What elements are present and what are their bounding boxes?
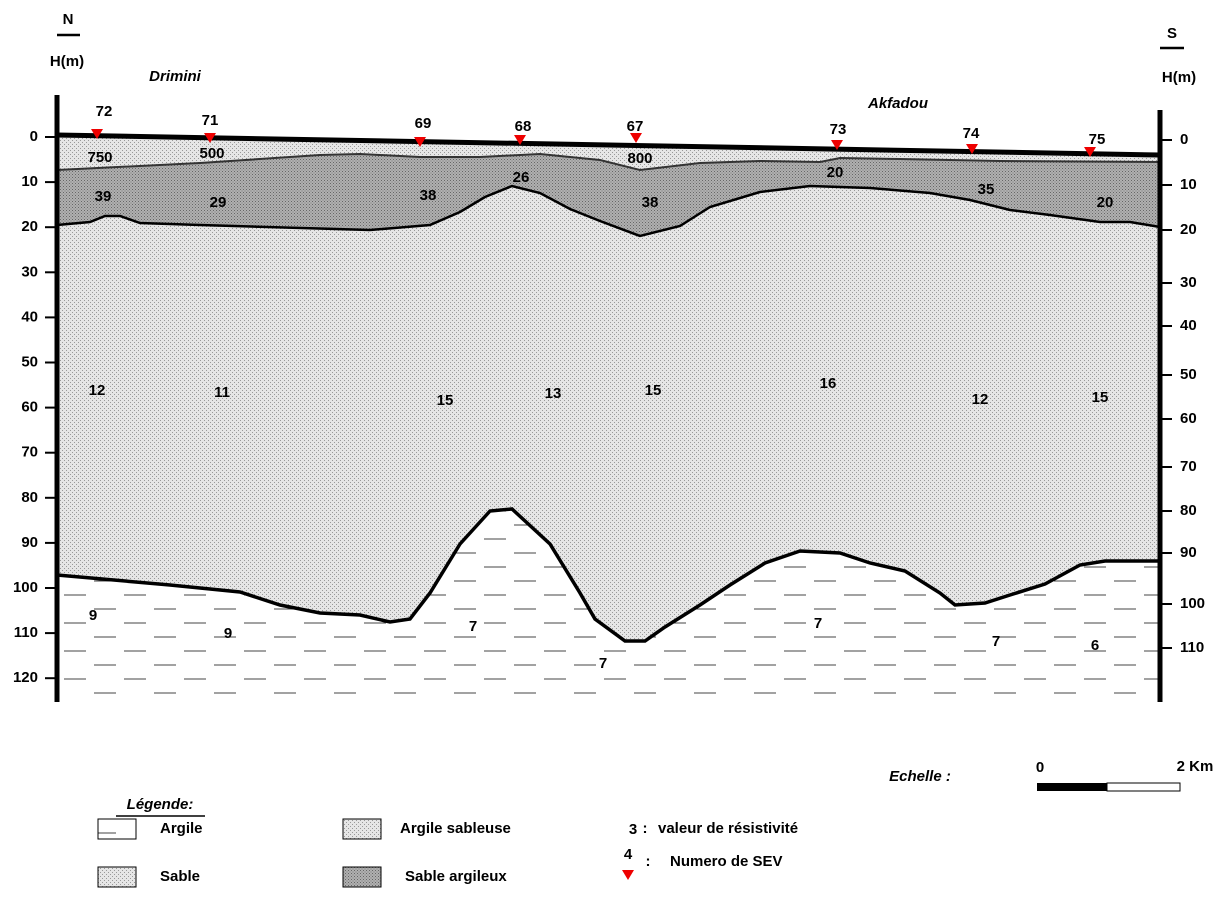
resistivity-value: 20 <box>827 164 844 181</box>
legend-label: valeur de résistivité <box>658 820 798 837</box>
y-tick-label: 20 <box>1180 221 1197 238</box>
resistivity-value: 38 <box>420 187 437 204</box>
y-tick-label: 0 <box>30 128 38 145</box>
sev-marker <box>630 133 642 143</box>
resistivity-value: 500 <box>199 145 224 162</box>
y-tick-label: 30 <box>1180 274 1197 291</box>
sev-number: 71 <box>202 112 219 129</box>
sev-number: 73 <box>830 121 847 138</box>
legend-swatch <box>343 819 381 839</box>
legend-symbol: 3 <box>629 821 637 838</box>
resistivity-value: 12 <box>89 382 106 399</box>
sev-number: 75 <box>1089 131 1106 148</box>
y-tick-label: 0 <box>1180 131 1188 148</box>
y-tick-label: 70 <box>21 444 38 461</box>
south-label: S <box>1167 25 1177 42</box>
resistivity-value: 16 <box>820 375 837 392</box>
legend-label: Sable argileux <box>405 868 507 885</box>
y-tick-label: 50 <box>1180 366 1197 383</box>
resistivity-value: 29 <box>210 194 227 211</box>
resistivity-value: 750 <box>87 149 112 166</box>
y-tick-label: 60 <box>21 399 38 416</box>
resistivity-value: 13 <box>545 385 562 402</box>
resistivity-value: 26 <box>513 169 530 186</box>
y-tick-label: 110 <box>1180 639 1204 656</box>
resistivity-value: 7 <box>992 633 1000 650</box>
north-label: N <box>63 11 74 28</box>
scale-bar <box>1107 783 1180 791</box>
y-tick-label: 80 <box>1180 502 1197 519</box>
y-tick-label: 80 <box>21 489 38 506</box>
resistivity-value: 6 <box>1091 637 1099 654</box>
sev-marker <box>622 870 634 880</box>
legend-label: Argile <box>160 820 203 837</box>
resistivity-value: 20 <box>1097 194 1114 211</box>
y-tick-label: 40 <box>1180 317 1197 334</box>
y-tick-label: 10 <box>21 173 38 190</box>
legend-label: Argile sableuse <box>400 820 511 837</box>
y-tick-label: 90 <box>21 534 38 551</box>
resistivity-value: 39 <box>95 188 112 205</box>
y-tick-label: 10 <box>1180 176 1197 193</box>
resistivity-value: 11 <box>214 384 230 401</box>
y-tick-label: 100 <box>13 579 38 596</box>
y-tick-label: 120 <box>13 669 38 686</box>
scale-bar <box>1037 783 1107 791</box>
y-tick-label: 40 <box>21 308 38 325</box>
scale-title: Echelle : <box>889 768 951 785</box>
legend-title: Légende: <box>127 796 194 813</box>
legend-separator: : <box>643 820 648 837</box>
legend-swatch <box>343 867 381 887</box>
y-tick-label: 30 <box>21 263 38 280</box>
y-tick-label: 90 <box>1180 544 1197 561</box>
resistivity-value: 15 <box>1092 389 1109 406</box>
place-label: Akfadou <box>867 95 928 112</box>
legend-separator: : <box>646 853 651 870</box>
resistivity-value: 7 <box>814 615 822 632</box>
legend-swatch <box>98 867 136 887</box>
resistivity-value: 38 <box>642 194 659 211</box>
y-tick-label: 100 <box>1180 595 1205 612</box>
resistivity-value: 7 <box>599 655 607 672</box>
argile-sableuse-layer <box>57 186 1160 641</box>
legend-swatch <box>98 819 136 839</box>
y-tick-label: 50 <box>21 353 38 370</box>
scale-label: 2 Km <box>1177 758 1214 775</box>
sev-number: 72 <box>96 103 113 120</box>
place-label: Drimini <box>149 68 202 85</box>
y-tick-label: 20 <box>21 218 38 235</box>
y-tick-label: 70 <box>1180 458 1197 475</box>
resistivity-value: 7 <box>469 618 477 635</box>
sev-number: 69 <box>415 115 432 132</box>
legend-label: Sable <box>160 868 200 885</box>
resistivity-value: 35 <box>978 181 995 198</box>
sev-number: 68 <box>515 118 532 135</box>
scale-label: 0 <box>1036 759 1044 776</box>
resistivity-value: 9 <box>89 607 97 624</box>
legend-label: Numero de SEV <box>670 853 783 870</box>
resistivity-value: 15 <box>437 392 454 409</box>
cross-section: NSH(m)H(m)DriminiAkfadou0102030405060708… <box>0 0 1226 913</box>
y-tick-label: 110 <box>14 624 38 641</box>
resistivity-value: 15 <box>645 382 662 399</box>
axis-label: H(m) <box>1162 69 1196 86</box>
y-tick-label: 60 <box>1180 410 1197 427</box>
sev-number: 67 <box>627 118 644 135</box>
axis-label: H(m) <box>50 53 84 70</box>
legend-symbol: 4 <box>624 846 633 863</box>
resistivity-value: 9 <box>224 625 232 642</box>
resistivity-value: 12 <box>972 391 989 408</box>
resistivity-value: 800 <box>627 150 652 167</box>
sev-number: 74 <box>963 125 980 142</box>
